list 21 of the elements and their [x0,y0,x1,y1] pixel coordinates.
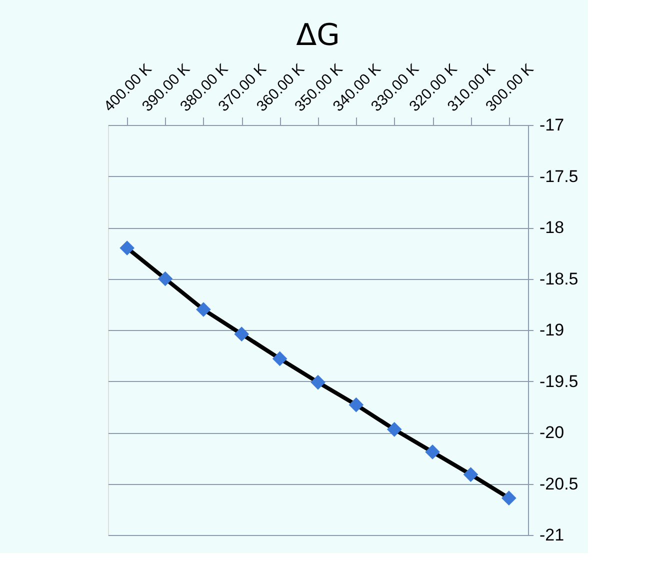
y-tick-label: -19 [540,320,564,340]
point [463,467,478,482]
point [501,490,516,506]
chart-title: ΔG [296,18,340,53]
point [272,351,288,366]
point [234,326,250,342]
point [196,302,211,317]
point [310,374,326,390]
point [158,271,173,286]
point [120,240,135,256]
point [425,444,440,460]
y-tick-label: -20.5 [540,474,578,494]
point [348,397,364,412]
y-tick-label: -21 [540,526,564,544]
y-tick-label: -18 [540,218,564,237]
point [386,422,402,437]
y-tick-label: -17 [540,116,564,134]
y-tick-label: -20 [540,423,564,442]
y-tick-label: -18.5 [540,269,578,288]
y-tick-label: -19.5 [540,372,578,391]
y-tick-label: -17.5 [540,166,578,186]
